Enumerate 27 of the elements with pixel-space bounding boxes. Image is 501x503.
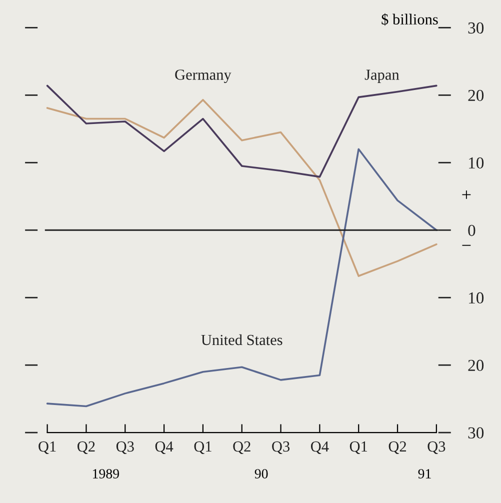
series-label: Japan <box>364 70 400 84</box>
series-label: United States <box>201 334 282 346</box>
y-tick-label: 0 <box>468 224 476 236</box>
y-tick-label: 20 <box>468 90 484 102</box>
y-axis-title: $ billions <box>382 13 438 26</box>
x-tick-label: Q2 <box>233 441 250 454</box>
x-tick-label: Q1 <box>350 441 368 454</box>
text: + <box>462 190 471 199</box>
text: 1989 <box>93 469 119 478</box>
series-label: Germany <box>175 70 232 84</box>
y-tick-label: 10 <box>469 157 484 169</box>
y-tick-label: 30 <box>468 22 484 34</box>
x-tick-label: Q1 <box>194 441 212 454</box>
x-tick-label: Q4 <box>310 441 329 454</box>
x-tick-label: Q3 <box>272 441 290 454</box>
text: 91 <box>418 469 431 478</box>
y-tick-label: 20 <box>468 360 484 372</box>
x-tick-label: Q4 <box>155 441 174 454</box>
x-tick-label: Q1 <box>38 441 56 454</box>
text: − <box>462 244 471 246</box>
y-tick-label: 30 <box>468 427 484 439</box>
x-tick-label: Q2 <box>388 441 406 454</box>
x-tick-label: Q2 <box>78 441 95 454</box>
y-tick-label: 10 <box>469 292 484 304</box>
x-tick-label: Q3 <box>428 441 446 454</box>
text: 90 <box>254 469 268 478</box>
x-tick-label: Q3 <box>116 441 134 454</box>
